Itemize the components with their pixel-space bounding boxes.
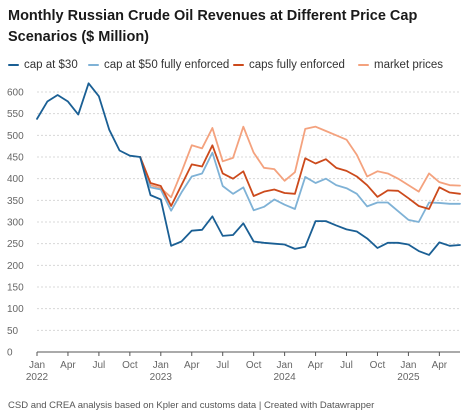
y-tick-label: 200 — [7, 261, 24, 272]
x-tick-label: Apr — [308, 360, 324, 371]
legend-item-cap-50: cap at $50 fully enforced — [88, 59, 229, 71]
x-tick-year-label: 2024 — [273, 372, 296, 383]
x-tick-year-label: 2022 — [26, 372, 49, 383]
x-tick-label: Oct — [122, 360, 138, 371]
y-tick-label: 450 — [7, 153, 24, 164]
y-tick-label: 350 — [7, 196, 24, 207]
legend-item-caps-enforced: caps fully enforced — [233, 59, 345, 71]
x-tick-label: Apr — [184, 360, 200, 371]
series-line-cap-at-30 — [36, 82, 461, 256]
chart-legend: cap at $30 cap at $50 fully enforced cap… — [8, 59, 474, 75]
x-tick-year-label: 2023 — [150, 372, 173, 383]
line-chart: 050100150200250300350400450500550600Jan2… — [7, 82, 461, 383]
x-tick-label: Jan — [29, 360, 45, 371]
y-tick-label: 300 — [7, 218, 24, 229]
x-tick-year-label: 2025 — [397, 372, 420, 383]
legend-item-cap-30: cap at $30 — [8, 59, 78, 71]
y-tick-label: 250 — [7, 239, 24, 250]
x-tick-label: Jul — [216, 360, 229, 371]
y-tick-label: 500 — [7, 131, 24, 142]
y-tick-label: 100 — [7, 304, 24, 315]
legend-swatch-cap-50 — [88, 64, 99, 66]
y-tick-label: 600 — [7, 88, 24, 99]
chart-footer: CSD and CREA analysis based on Kpler and… — [8, 400, 375, 411]
x-tick-label: Jul — [340, 360, 353, 371]
legend-item-market-prices: market prices — [358, 59, 443, 71]
series-line-caps-fully-enforced — [139, 144, 461, 210]
y-tick-label: 50 — [7, 326, 19, 337]
x-tick-label: Jul — [93, 360, 106, 371]
x-tick-label: Jan — [277, 360, 293, 371]
x-tick-label: Jan — [400, 360, 416, 371]
legend-label-cap-50: cap at $50 fully enforced — [104, 59, 230, 71]
series-line-market-prices — [139, 125, 461, 199]
series-line-cap-at-50-fully-enforced — [139, 151, 461, 223]
x-tick-label: Oct — [370, 360, 386, 371]
y-tick-label: 400 — [7, 174, 24, 185]
y-tick-label: 150 — [7, 283, 24, 294]
legend-swatch-market-prices — [358, 64, 369, 66]
y-tick-label: 550 — [7, 109, 24, 120]
legend-swatch-caps-enforced — [233, 64, 244, 66]
chart-title: Monthly Russian Crude Oil Revenues at Di… — [8, 8, 418, 45]
legend-swatch-cap-30 — [8, 64, 19, 66]
x-tick-label: Jan — [153, 360, 169, 371]
x-tick-label: Apr — [60, 360, 76, 371]
x-tick-label: Oct — [246, 360, 262, 371]
legend-label-market-prices: market prices — [374, 59, 444, 71]
x-tick-label: Apr — [432, 360, 448, 371]
legend-label-caps-enforced: caps fully enforced — [249, 59, 345, 71]
y-tick-label: 0 — [7, 348, 13, 359]
legend-label-cap-30: cap at $30 — [24, 59, 78, 71]
